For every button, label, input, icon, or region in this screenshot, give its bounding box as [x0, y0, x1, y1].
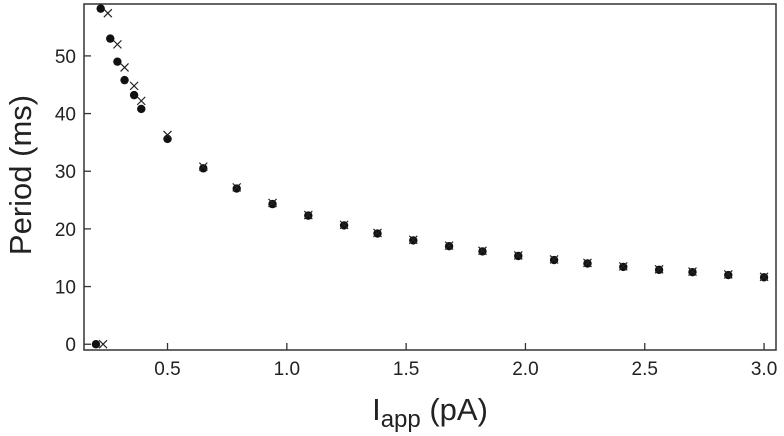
data-point-circle	[91, 340, 101, 349]
data-point-cross	[583, 258, 592, 268]
x-tick-label: 0.5	[154, 359, 180, 380]
data-point-cross	[478, 246, 487, 256]
data-point-cross	[723, 270, 733, 279]
x-axis-label-main: I	[372, 392, 381, 427]
x-axis-label: Iapp (pA)	[372, 392, 488, 433]
y-tick-label: 50	[55, 47, 76, 68]
data-point-cross	[129, 81, 139, 91]
x-tick-label: 2.5	[632, 359, 658, 380]
x-axis-ticks: 0.5 1.0 1.5 2.0 2.5 3.0	[154, 343, 777, 380]
x-tick-label: 2.0	[512, 359, 538, 380]
data-point-circle	[106, 34, 115, 43]
y-axis-ticks: 0 10 20 30 40 50	[55, 47, 91, 356]
data-point-cross	[339, 220, 349, 230]
data-point-cross	[198, 162, 208, 172]
data-point-cross	[268, 198, 277, 208]
data-point-cross	[688, 267, 697, 276]
y-tick-label: 30	[55, 162, 76, 183]
data-point-circle	[120, 75, 129, 85]
data-point-cross	[232, 182, 242, 192]
data-point-circle	[113, 57, 122, 66]
data-point-circle	[137, 104, 146, 114]
data-points	[91, 4, 769, 349]
data-point-cross	[163, 130, 172, 140]
y-tick-label: 10	[55, 278, 76, 299]
plot-frame	[83, 3, 777, 351]
data-point-cross	[513, 251, 523, 260]
data-point-cross	[759, 272, 769, 282]
data-point-circle	[163, 134, 172, 144]
data-point-circle	[96, 4, 105, 13]
data-point-circle	[199, 164, 208, 173]
x-tick-label: 1.5	[393, 359, 419, 380]
y-tick-label: 40	[55, 105, 76, 126]
data-point-cross	[98, 339, 108, 349]
data-point-cross	[444, 241, 454, 251]
data-point-cross	[112, 39, 122, 49]
data-point-circle	[232, 184, 241, 193]
x-tick-label: 1.0	[274, 359, 300, 380]
data-point-cross	[103, 8, 113, 18]
x-axis-label-unit: (pA)	[421, 392, 488, 427]
data-point-cross	[136, 96, 146, 106]
data-point-circle	[268, 199, 277, 209]
y-axis-label: Period (ms)	[3, 95, 38, 255]
x-axis-label-subscript: app	[381, 406, 421, 433]
data-point-circle	[129, 90, 139, 100]
data-point-cross	[303, 210, 313, 220]
data-point-cross	[120, 63, 129, 72]
data-point-cross	[618, 261, 628, 271]
data-point-cross	[654, 264, 664, 274]
x-tick-label: 3.0	[751, 359, 777, 380]
data-point-cross	[373, 228, 382, 238]
y-tick-label: 0	[65, 335, 76, 356]
y-tick-label: 20	[55, 220, 76, 241]
data-point-cross	[549, 255, 559, 264]
data-point-cross	[408, 235, 418, 245]
